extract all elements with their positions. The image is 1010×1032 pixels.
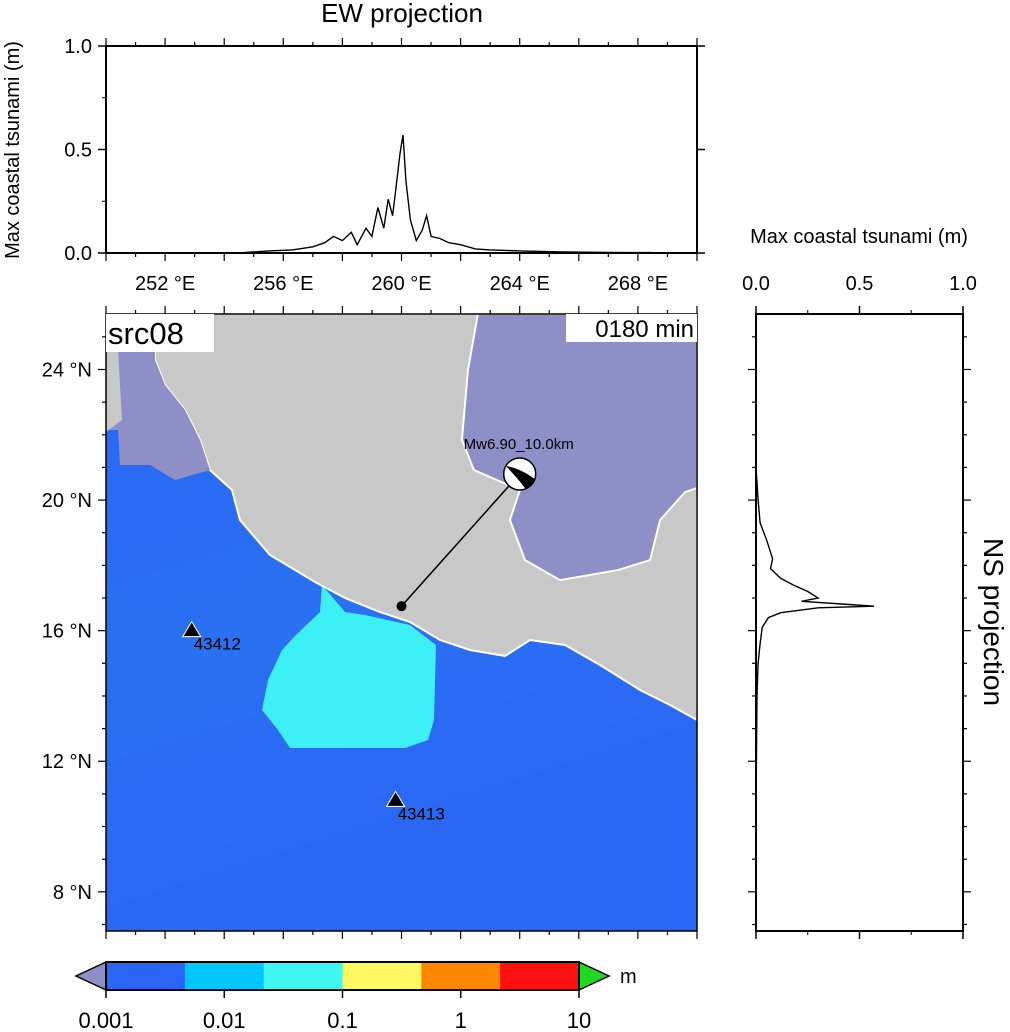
ns-x-tick-label: 0.0 bbox=[742, 273, 770, 295]
colorbar-tick-labels: 0.001 0.01 0.1 1 10 bbox=[78, 990, 591, 1032]
station-markers: 43412 43413 bbox=[181, 620, 445, 823]
station-label: 43412 bbox=[194, 635, 241, 654]
time-label-bg bbox=[566, 314, 697, 342]
colorbar-tick-label: 0.001 bbox=[78, 1008, 133, 1032]
station-label: 43413 bbox=[398, 804, 445, 823]
map-y-axis: 8 °N 12 °N 16 °N 20 °N 24 °N bbox=[42, 336, 106, 926]
colorbar-over-arrow bbox=[578, 960, 611, 992]
time-label: 0180 min bbox=[595, 316, 694, 343]
beachball-quadrant bbox=[505, 465, 535, 489]
ns-series-line bbox=[755, 385, 875, 827]
ew-y-tick-label: 1.0 bbox=[64, 36, 92, 58]
colorbar-segment bbox=[342, 962, 422, 990]
station-triangle-icon bbox=[385, 790, 406, 807]
source-link-line bbox=[400, 473, 521, 607]
ew-x-axis: 252 °E 256 °E 260 °E 264 °E 268 °E bbox=[105, 38, 698, 295]
colorbar-segments bbox=[106, 962, 580, 990]
panel-label-bg bbox=[106, 314, 214, 352]
ew-x-tick-label: 264 °E bbox=[490, 273, 550, 295]
ew-ylabel: Max coastal tsunami (m) bbox=[2, 41, 24, 259]
ns-y-axis bbox=[748, 336, 971, 926]
colorbar-segment bbox=[421, 962, 501, 990]
colorbar-under-arrow bbox=[74, 960, 107, 992]
ew-x-tick-label: 256 °E bbox=[253, 273, 313, 295]
ew-series-line bbox=[238, 134, 653, 254]
panel-label: src08 bbox=[108, 316, 184, 351]
ns-x-tick-label: 1.0 bbox=[949, 273, 977, 295]
slow-wave-zone bbox=[262, 585, 436, 748]
ns-x-axis: 0.0 0.5 1.0 bbox=[742, 273, 977, 939]
ew-frame bbox=[105, 45, 698, 254]
focal-mechanism-icon bbox=[502, 457, 537, 491]
ew-y-tick-label: 0.0 bbox=[64, 243, 92, 265]
ew-projection-panel: EW projection Max coastal tsunami (m) 0.… bbox=[2, 0, 705, 295]
map-y-tick-label: 20 °N bbox=[42, 490, 92, 512]
ns-x-tick-label: 0.5 bbox=[846, 273, 874, 295]
map-y-tick-label: 16 °N bbox=[42, 621, 92, 643]
colorbar-segment bbox=[184, 962, 265, 990]
ew-y-axis: 0.0 0.5 1.0 bbox=[64, 36, 705, 265]
ew-x-tick-label: 252 °E bbox=[135, 273, 195, 295]
colorbar-tick-label: 1 bbox=[455, 1008, 467, 1032]
epicenter-label: Mw6.90_10.0km bbox=[464, 436, 574, 453]
map-y-tick-label: 24 °N bbox=[42, 359, 92, 381]
colorbar: 0.001 0.01 0.1 1 10 m bbox=[74, 960, 637, 1032]
ns-projection-panel: Max coastal tsunami (m) 0.0 0.5 1.0 NS pro… bbox=[742, 226, 1009, 939]
ns-xlabel: Max coastal tsunami (m) bbox=[750, 226, 968, 248]
ew-title: EW projection bbox=[321, 0, 483, 28]
ew-x-tick-label: 260 °E bbox=[371, 273, 431, 295]
colorbar-unit: m bbox=[620, 966, 637, 988]
source-point bbox=[396, 601, 407, 612]
ns-title: NS projection bbox=[978, 538, 1009, 706]
colorbar-tick-label: 0.01 bbox=[203, 1008, 246, 1032]
ns-frame bbox=[755, 313, 964, 932]
baja-tip bbox=[106, 340, 122, 432]
gulf-of-mexico bbox=[461, 314, 697, 581]
ew-x-tick-label: 268 °E bbox=[608, 273, 668, 295]
colorbar-tick-label: 10 bbox=[567, 1008, 591, 1032]
colorbar-segment bbox=[106, 962, 186, 990]
gulf-of-california bbox=[106, 314, 210, 480]
colorbar-segment bbox=[263, 962, 343, 990]
map-x-axis bbox=[105, 306, 698, 939]
ew-y-tick-label: 0.5 bbox=[64, 140, 92, 162]
colorbar-segment bbox=[500, 962, 580, 990]
colorbar-tick-label: 0.1 bbox=[327, 1008, 358, 1032]
map-panel: 8 °N12 °N16 °N20 °N24 °N src08 0180 min … bbox=[42, 306, 698, 939]
map-y-tick-label: 8 °N bbox=[53, 882, 92, 904]
station-triangle-icon bbox=[181, 620, 202, 638]
map-y-tick-label: 12 °N bbox=[42, 751, 92, 773]
